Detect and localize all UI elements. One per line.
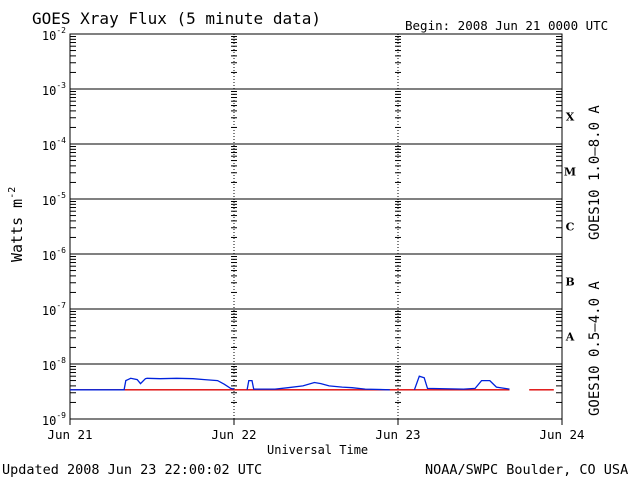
flare-class-m: M (564, 166, 576, 179)
x-tick-labels: Jun 21 Jun 22 Jun 23 Jun 24 (47, 427, 584, 442)
flare-class-x: X (566, 111, 575, 124)
source-label: NOAA/SWPC Boulder, CO USA (425, 462, 628, 478)
y-tick-base: 10 (42, 84, 56, 98)
begin-label: Begin: 2008 Jun 21 0000 UTC (405, 18, 608, 33)
plot-border (69, 33, 563, 420)
y-tick-label: 10-5 (42, 191, 66, 208)
y-tick-exponent: -4 (56, 136, 66, 145)
y-tick-label: 10-8 (42, 356, 66, 373)
y-tick-label: 10-2 (42, 26, 66, 43)
series-short-wave-line (246, 379, 390, 391)
y-tick-label: 10-4 (42, 136, 66, 153)
x-tick-label: Jun 22 (211, 427, 256, 442)
y-tick-exponent: -6 (56, 246, 66, 255)
y-tick-label: 10-9 (42, 411, 66, 428)
y-tick-exponent: -3 (56, 81, 66, 90)
x-tick-label: Jun 23 (375, 427, 420, 442)
legend-series-blue: GOES10 0.5–4.0 A (587, 281, 603, 416)
y-tick-exponent: -8 (56, 356, 66, 365)
y-tick-base: 10 (42, 304, 56, 318)
y-tick-exponent: -5 (56, 191, 66, 200)
x-tick-label: Jun 24 (539, 427, 584, 442)
y-axis-label-text: Watts m (8, 199, 26, 262)
updated-timestamp: Updated 2008 Jun 23 22:00:02 UTC (2, 462, 262, 478)
chart-title: GOES Xray Flux (5 minute data) (32, 9, 321, 28)
y-tick-base: 10 (42, 249, 56, 263)
series-lines (70, 375, 554, 391)
y-tick-label: 10-6 (42, 246, 66, 263)
y-axis-label-exponent: -2 (7, 187, 18, 199)
series-short-wave-line (413, 375, 510, 391)
flare-class-a: A (565, 331, 575, 344)
y-tick-base: 10 (42, 194, 56, 208)
y-tick-base: 10 (42, 414, 56, 428)
flare-class-b: B (565, 276, 574, 289)
legend-series-red: GOES10 1.0–8.0 A (587, 105, 603, 240)
y-tick-labels: 10-210-310-410-510-610-710-810-9 (42, 26, 66, 428)
y-tick-exponent: -7 (56, 301, 66, 310)
y-tick-label: 10-7 (42, 301, 66, 318)
plot-frame (69, 33, 563, 420)
y-axis-label: Watts m-2 (7, 187, 26, 262)
y-tick-exponent: -2 (56, 26, 66, 35)
svg-text:Watts m-2: Watts m-2 (7, 187, 26, 262)
y-tick-base: 10 (42, 359, 56, 373)
y-tick-exponent: -9 (56, 411, 66, 420)
flare-class-labels: X M C B A (564, 111, 576, 344)
y-tick-label: 10-3 (42, 81, 66, 98)
flare-class-c: C (566, 221, 575, 234)
series-short-wave-line (70, 377, 235, 391)
y-tick-base: 10 (42, 139, 56, 153)
y-tick-base: 10 (42, 29, 56, 43)
x-axis-label: Universal Time (267, 443, 368, 457)
grid-lines (69, 34, 563, 425)
x-tick-label: Jun 21 (47, 427, 92, 442)
